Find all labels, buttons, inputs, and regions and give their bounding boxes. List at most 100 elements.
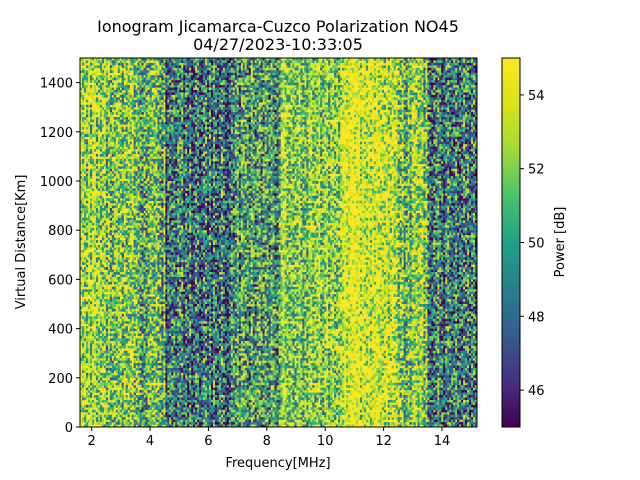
heatmap-cell	[109, 117, 113, 120]
heatmap-cell	[135, 387, 138, 391]
heatmap-cell	[91, 212, 95, 216]
heatmap-cell	[131, 306, 134, 310]
heatmap-cell	[93, 195, 97, 199]
heatmap-cell	[109, 281, 113, 285]
heatmap-cell	[117, 407, 121, 411]
heatmap-cell	[137, 240, 140, 243]
heatmap-cell	[121, 102, 124, 106]
heatmap-cell	[117, 267, 121, 270]
heatmap-cell	[113, 377, 117, 381]
heatmap-cell	[95, 75, 99, 78]
heatmap-cell	[147, 249, 150, 253]
heatmap-cell	[99, 227, 103, 231]
heatmap-cell	[109, 407, 113, 411]
heatmap-cell	[145, 173, 148, 177]
heatmap-cell	[149, 141, 152, 145]
heatmap-cell	[133, 304, 136, 307]
heatmap-cell	[105, 149, 109, 152]
heatmap-cell	[105, 375, 109, 379]
heatmap-cell	[165, 230, 168, 233]
heatmap-cell	[161, 249, 164, 253]
heatmap-cell	[121, 247, 124, 251]
heatmap-cell	[133, 141, 136, 145]
heatmap-cell	[85, 75, 89, 78]
heatmap-cell	[95, 102, 99, 106]
heatmap-cell	[157, 171, 160, 174]
heatmap-cell	[103, 77, 107, 81]
heatmap-cell	[121, 195, 124, 199]
heatmap-cell	[159, 296, 162, 300]
heatmap-cell	[153, 58, 156, 61]
heatmap-cell	[83, 355, 87, 359]
heatmap-cell	[153, 158, 156, 162]
heatmap-cell	[139, 272, 142, 275]
heatmap-cell	[91, 375, 95, 379]
heatmap-cell	[85, 97, 89, 101]
heatmap-cell	[129, 276, 132, 280]
heatmap-cell	[117, 313, 121, 317]
heatmap-cell	[151, 269, 154, 273]
heatmap-cell	[155, 67, 158, 71]
heatmap-cell	[125, 360, 128, 364]
heatmap-cell	[101, 422, 105, 425]
heatmap-cell	[149, 146, 152, 150]
heatmap-cell	[127, 404, 130, 408]
heatmap-cell	[121, 377, 124, 381]
heatmap-cell	[151, 414, 154, 418]
heatmap-cell	[161, 240, 164, 243]
heatmap-cell	[85, 129, 89, 133]
heatmap-cell	[115, 299, 119, 302]
heatmap-cell	[147, 141, 150, 145]
heatmap-cell	[139, 62, 142, 66]
heatmap-cell	[147, 358, 150, 361]
heatmap-cell	[95, 112, 99, 115]
heatmap-cell	[127, 212, 130, 216]
heatmap-cell	[127, 97, 130, 101]
heatmap-cell	[135, 289, 138, 292]
heatmap-cell	[121, 225, 124, 229]
heatmap-cell	[151, 380, 154, 384]
heatmap-cell	[149, 323, 152, 327]
heatmap-cell	[103, 414, 107, 418]
heatmap-cell	[165, 208, 168, 211]
heatmap-cell	[159, 149, 162, 152]
heatmap-cell	[121, 230, 124, 233]
heatmap-cell	[105, 363, 109, 366]
heatmap-cell	[113, 121, 117, 125]
heatmap-cell	[99, 345, 103, 349]
heatmap-cell	[109, 156, 113, 160]
heatmap-cell	[115, 237, 119, 241]
heatmap-cell	[113, 146, 117, 150]
heatmap-cell	[147, 70, 150, 74]
heatmap-cell	[165, 407, 168, 411]
heatmap-cell	[123, 299, 126, 302]
heatmap-cell	[81, 131, 85, 135]
heatmap-cell	[157, 185, 160, 189]
heatmap-cell	[113, 365, 117, 369]
heatmap-cell	[81, 331, 85, 334]
heatmap-cell	[89, 215, 93, 219]
heatmap-cell	[147, 328, 150, 332]
heatmap-cell	[111, 104, 115, 108]
heatmap-cell	[121, 276, 124, 280]
heatmap-cell	[101, 215, 105, 219]
heatmap-cell	[115, 350, 119, 354]
heatmap-cell	[105, 181, 109, 184]
heatmap-cell	[119, 422, 122, 425]
heatmap-cell	[115, 276, 119, 280]
heatmap-cell	[119, 222, 122, 226]
heatmap-cell	[89, 375, 93, 379]
heatmap-cell	[107, 259, 111, 263]
heatmap-cell	[107, 60, 111, 64]
heatmap-cell	[151, 67, 154, 71]
heatmap-cell	[133, 358, 136, 361]
heatmap-cell	[99, 353, 103, 356]
heatmap-cell	[155, 249, 158, 253]
heatmap-cell	[109, 210, 113, 214]
heatmap-cell	[147, 131, 150, 135]
heatmap-cell	[101, 276, 105, 280]
heatmap-cell	[155, 173, 158, 177]
heatmap-cell	[97, 338, 101, 342]
heatmap-cell	[145, 139, 148, 142]
heatmap-cell	[97, 407, 101, 411]
